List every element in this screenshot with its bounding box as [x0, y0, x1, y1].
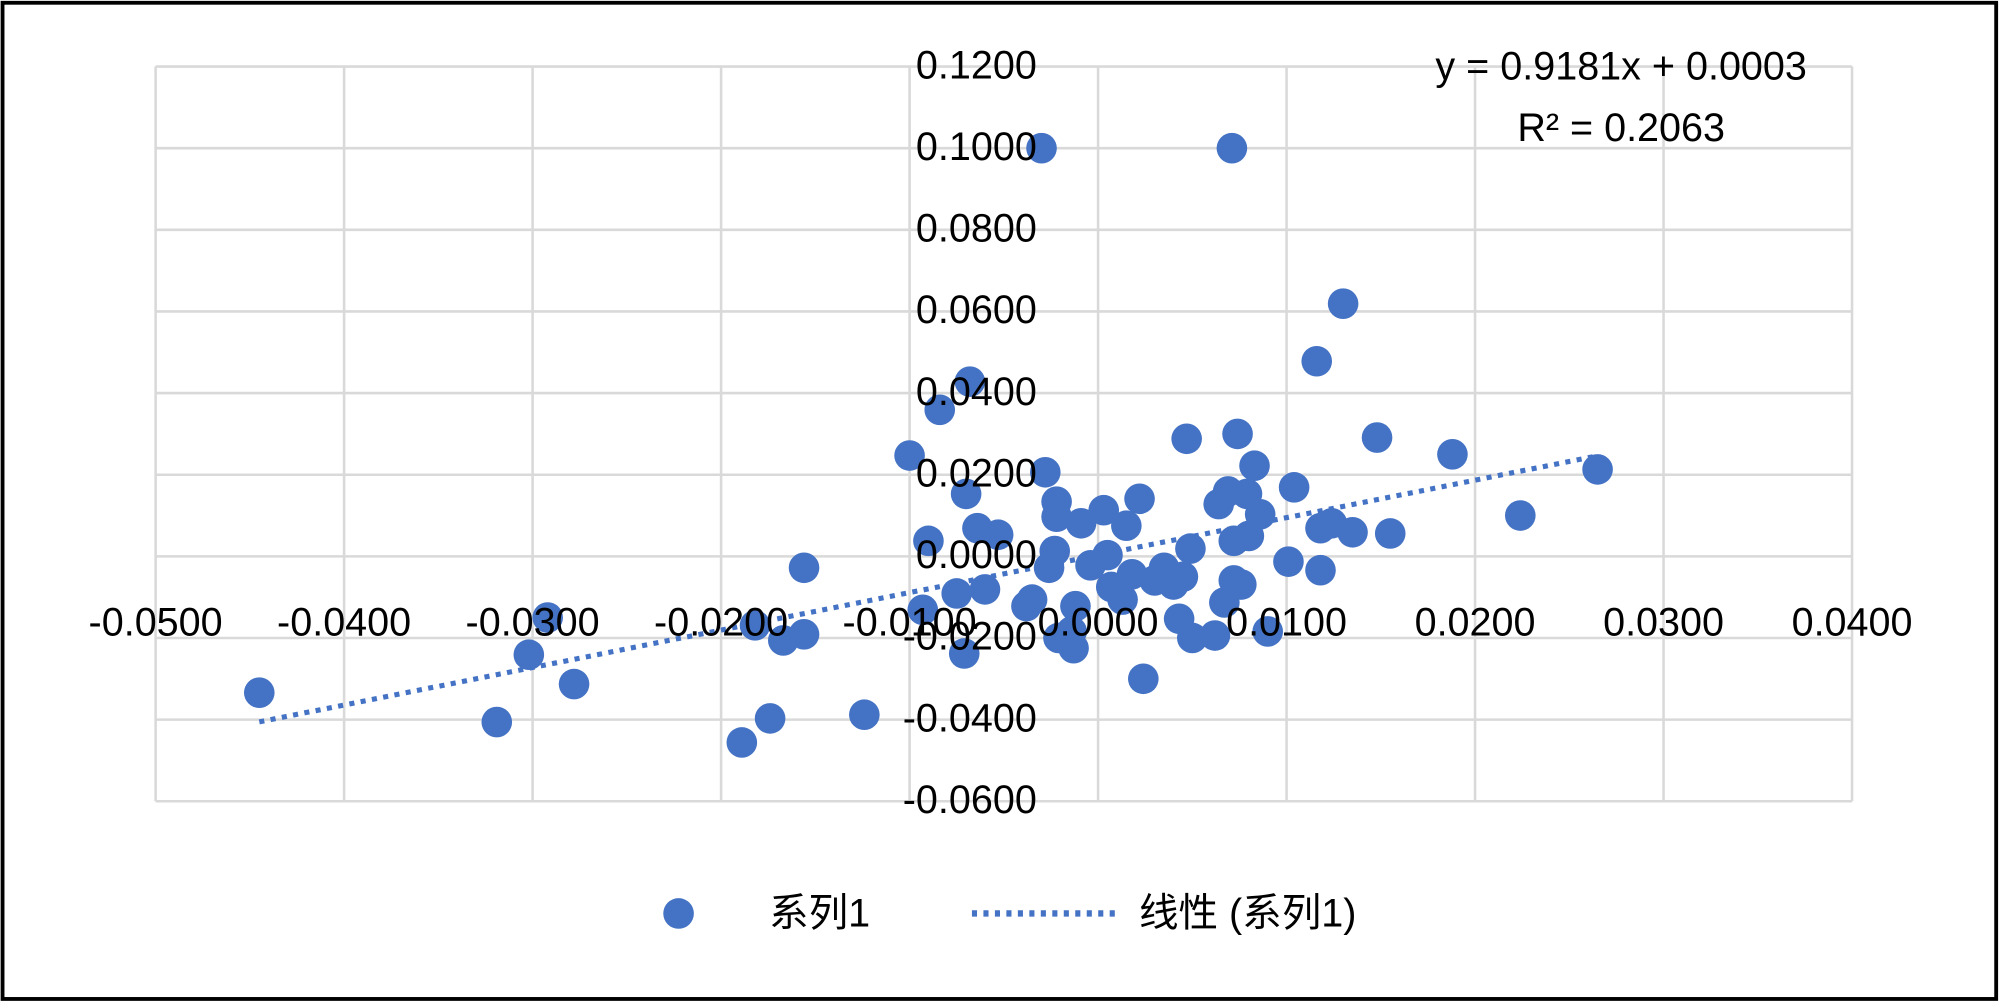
point	[754, 703, 786, 734]
point	[1244, 499, 1276, 530]
point	[1111, 510, 1142, 542]
point	[1088, 494, 1120, 526]
point	[1273, 546, 1304, 577]
x-tick-label: -0.0400	[277, 601, 411, 645]
point	[1029, 456, 1061, 488]
point	[907, 594, 939, 626]
trend-equation: y = 0.9181x + 0.0003	[1435, 45, 1806, 89]
point	[950, 478, 982, 510]
y-tick-label: 0.1200	[916, 43, 1037, 87]
point	[969, 574, 1001, 605]
point	[1216, 132, 1248, 164]
point	[1374, 518, 1406, 549]
point	[1175, 533, 1206, 564]
x-tick-label: 0.0300	[1603, 601, 1724, 645]
legend-label: 系列1	[769, 891, 870, 935]
point	[1171, 423, 1202, 455]
point	[1337, 516, 1368, 548]
x-tick-label: -0.0200	[654, 601, 788, 645]
point	[1301, 345, 1333, 377]
y-tick-label: -0.0600	[903, 778, 1037, 822]
point	[1128, 663, 1159, 695]
trend-r2: R² = 0.2063	[1517, 106, 1725, 150]
x-tick-label: -0.0300	[466, 601, 600, 645]
point	[1226, 569, 1257, 600]
point	[1252, 616, 1284, 647]
point	[1167, 561, 1199, 593]
point	[532, 602, 563, 633]
point	[1058, 632, 1089, 664]
point	[894, 440, 925, 471]
point	[739, 610, 771, 641]
point	[1327, 288, 1359, 319]
point	[1092, 539, 1123, 571]
point	[558, 668, 590, 700]
x-tick-label: 0.0400	[1792, 601, 1913, 645]
point	[1026, 132, 1057, 164]
point	[1016, 584, 1048, 615]
grid	[154, 65, 1854, 803]
point	[243, 677, 275, 708]
point	[1361, 422, 1393, 453]
y-tick-label: 0.0600	[916, 288, 1037, 332]
point	[788, 619, 820, 650]
point	[941, 578, 973, 609]
y-tick-label: 0.0800	[916, 207, 1037, 251]
point	[1504, 500, 1536, 531]
point	[1065, 507, 1097, 539]
legend-marker	[663, 898, 694, 929]
x-tick-label: 0.0100	[1226, 601, 1347, 645]
point	[1278, 472, 1310, 503]
trendline	[258, 453, 1599, 725]
point	[948, 638, 980, 669]
x-tick-label: 0.0200	[1415, 601, 1536, 645]
trendline-layer	[258, 453, 1599, 725]
point	[1437, 439, 1468, 470]
point	[1039, 535, 1071, 567]
y-tick-label: 0.1000	[916, 125, 1037, 169]
point	[481, 706, 513, 738]
x-tick-label: -0.0500	[89, 601, 223, 645]
point	[924, 394, 956, 426]
point	[513, 639, 545, 671]
point	[1222, 418, 1253, 450]
y-tick-label: 0.0000	[916, 533, 1037, 577]
x-tick-label: -0.0100	[843, 601, 977, 645]
point	[1041, 501, 1072, 533]
point	[726, 727, 758, 758]
x-tick-label: 0.0000	[1038, 601, 1159, 645]
point	[1582, 454, 1613, 485]
point	[849, 699, 880, 731]
point	[1239, 450, 1270, 482]
y-tick-label: -0.0200	[903, 615, 1037, 659]
point	[1177, 622, 1208, 654]
point	[982, 519, 1014, 551]
legend-label: 线性 (系列1)	[1139, 891, 1356, 935]
y-tick-label: -0.0400	[903, 696, 1037, 740]
points-layer	[243, 132, 1613, 758]
y-tick-label: 0.0200	[916, 451, 1037, 495]
point	[1199, 620, 1231, 651]
point	[1124, 483, 1155, 515]
point	[1107, 584, 1138, 615]
labels-layer: -0.0600-0.0400-0.02000.00000.02000.04000…	[89, 43, 1913, 822]
point	[1305, 554, 1336, 586]
point	[954, 366, 986, 397]
point	[1060, 590, 1091, 622]
point	[788, 552, 820, 584]
point	[913, 525, 944, 557]
y-tick-label: 0.0400	[916, 370, 1037, 414]
